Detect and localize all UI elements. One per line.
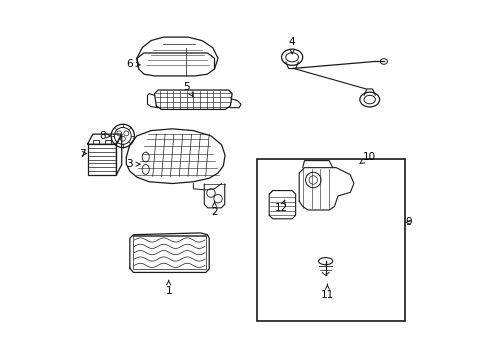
Text: 3: 3	[126, 159, 140, 169]
Bar	[87, 144, 116, 175]
Text: 4: 4	[288, 37, 295, 54]
Text: 1: 1	[165, 280, 172, 296]
Text: 6: 6	[126, 59, 140, 68]
Text: 11: 11	[320, 284, 333, 300]
Bar	[105, 140, 111, 144]
Bar	[93, 140, 99, 144]
Text: 2: 2	[211, 201, 217, 217]
Text: 10: 10	[359, 152, 376, 163]
Text: 12: 12	[274, 200, 287, 213]
Text: 5: 5	[183, 81, 193, 97]
Bar	[133, 235, 205, 269]
Text: 8: 8	[99, 131, 110, 141]
Text: 9: 9	[405, 217, 411, 227]
Text: 7: 7	[80, 149, 86, 158]
Bar	[256, 159, 404, 321]
